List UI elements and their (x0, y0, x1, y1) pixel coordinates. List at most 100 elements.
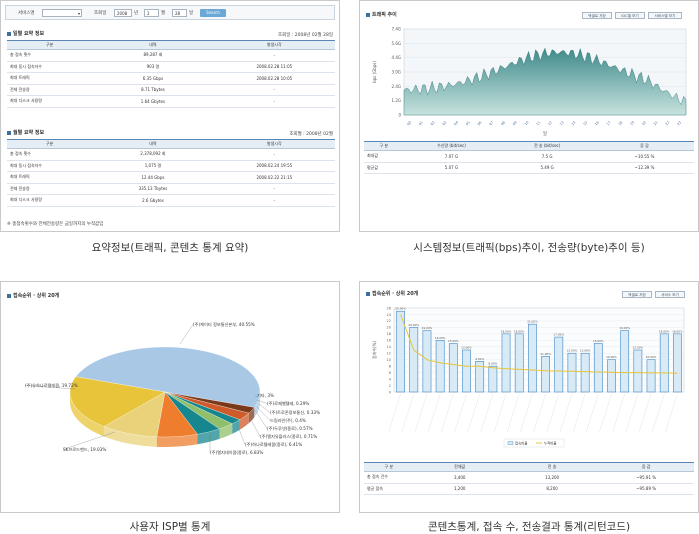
legend-label: 누적비율 (544, 441, 556, 446)
table-cell: 12.44 Gbps (92, 171, 214, 184)
year-select[interactable]: 2008 (114, 9, 132, 17)
bar (488, 365, 498, 393)
x-tick-label: 06 (477, 120, 483, 126)
bar (620, 330, 630, 393)
y-tick-label: 5.6G (392, 41, 401, 46)
leader-line (24, 385, 76, 390)
caption-system: 시스템정보(트래픽(bps)추이, 전송량(byte)추이 등) (413, 242, 645, 254)
table-cell: - (213, 194, 335, 207)
table-cell: 2.6 Gbytes (92, 194, 214, 207)
excel-save-button[interactable]: 엑셀로 저장 (622, 291, 652, 298)
bar-value-label: 10.00% (606, 355, 617, 359)
table-cell: 1.64 Gbytes (92, 95, 214, 108)
y-axis-label: 접속수(%) (371, 341, 377, 359)
table-cell: 평균값 (364, 162, 404, 174)
day-select[interactable]: 28 (172, 9, 187, 17)
x-tick-line (572, 393, 586, 433)
monthly-date-note: 조회월 : 2008년 02월 (289, 132, 333, 137)
leader-line (258, 403, 271, 413)
x-axis-label: 일 (543, 130, 547, 137)
x-tick-label: 05 (465, 120, 471, 126)
table-row: 최대 디스크 사용량 1.64 Gbytes - (7, 95, 335, 108)
table-cell: 최대 디스크 사용량 (7, 95, 93, 108)
leader-line (254, 395, 258, 398)
y-tick-label: 12 (387, 352, 391, 356)
bar-value-label: 21.00% (527, 320, 538, 324)
column-header: 내역 (92, 139, 214, 149)
column-header: 내역 (92, 40, 214, 50)
pie-slice-side (219, 423, 233, 439)
x-tick-label: 08 (500, 120, 506, 126)
bar (514, 333, 524, 393)
bar (673, 333, 682, 393)
y-axis-label: bps (Gbps) (372, 61, 377, 83)
y-tick-label: 0 (389, 390, 391, 394)
bar (567, 352, 577, 393)
bar-value-label: 20.00% (408, 323, 419, 327)
content-title-text: 접속순위 · 상위 20개 (372, 291, 419, 297)
bar-value-label: 9.50% (475, 357, 484, 361)
x-tick-label: 23 (676, 120, 682, 126)
service-select[interactable]: ▾ (42, 9, 82, 17)
bar (462, 349, 471, 393)
x-tick-line (427, 393, 441, 433)
table-row: 최대 디스크 사용량 2.6 Gbytes - (7, 194, 335, 207)
bar (501, 333, 511, 393)
x-tick-label: 00 (406, 120, 412, 126)
bar (554, 336, 564, 393)
x-tick-line (441, 393, 454, 433)
daily-date-note: 조회일 : 2008년 02월 28일 (278, 33, 333, 38)
x-tick-label: 11 (535, 120, 541, 126)
service-view-button[interactable]: 서비스별 보기 (648, 12, 682, 19)
table-cell: ~95.89 % (598, 483, 694, 495)
y-tick-label: 10 (387, 358, 391, 362)
year-unit: 년 (134, 11, 139, 16)
leader-line (256, 406, 271, 421)
table-cell: 총 접속 건수 (364, 471, 414, 484)
bar (448, 343, 458, 393)
cumulative-line (400, 314, 678, 374)
leader-line (179, 324, 194, 345)
monthly-title-text: 월별 요약 정보 (13, 130, 45, 136)
table-cell: ~12.39 % (594, 162, 694, 174)
x-tick-label: 02 (430, 120, 436, 126)
pie-slice-side (232, 419, 240, 434)
idc-view-button[interactable]: IDC별 보기 (615, 12, 645, 19)
pie-slice-side (239, 413, 249, 430)
y-tick-label: 18 (387, 332, 391, 336)
x-tick-line (480, 393, 494, 433)
column-header: 증 감 (598, 462, 694, 472)
bar-value-label: 15.00% (448, 339, 459, 343)
bar-value-label: 8.00% (488, 362, 497, 366)
bullet-icon (366, 12, 370, 17)
filter-bar: 서비스명 ▾ 조회일 2008 년 2 월 28 일 Search (5, 5, 335, 20)
service-view-button[interactable]: 서비스 보기 (655, 291, 685, 298)
y-tick-label: 26 (387, 306, 391, 310)
table-cell: - (213, 183, 335, 195)
month-unit: 월 (161, 11, 166, 16)
search-button[interactable]: Search (200, 9, 226, 17)
monthly-summary-title: 월별 요약 정보 (7, 129, 44, 136)
traffic-panel: 트래픽 추이 엑셀로 저장 IDC별 보기 서비스별 보기 7.4G 5.6G 4.… (359, 0, 699, 232)
table-row: 최대 동시 접속자수 1,075 명 2008.02.24 19:55 (7, 160, 335, 172)
y-tick-label: 2 (389, 384, 391, 388)
bar-value-label: 11.00% (540, 352, 551, 356)
x-tick-label: 15 (582, 120, 588, 126)
month-select[interactable]: 2 (144, 9, 159, 17)
monthly-summary-table: 구분 내역 발생시각 총 접속 횟수 2,378,092 회 - 최대 동시 접속자수 1,0… (7, 139, 335, 207)
isp-title-text: 접속순위 · 상위 20개 (13, 293, 60, 299)
table-cell: 2008.02.22 21:15 (213, 171, 335, 184)
service-label: 서비스명 (18, 11, 35, 16)
table-cell: 13,200 (505, 471, 599, 484)
bar-value-label: 13.00% (461, 346, 472, 350)
excel-save-button[interactable]: 엑셀로 저장 (582, 12, 612, 19)
bar-value-label: 10.00% (646, 355, 657, 359)
x-tick-line (612, 393, 625, 433)
leader-line (256, 399, 268, 404)
table-cell: 1,200 (413, 483, 506, 495)
traffic-chart: 7.4G 5.6G 4.4G 3.0G 2.4G 1.2G 0 bps (Gbps) 일 00 01… (372, 27, 687, 137)
table-cell: 89,287 회 (92, 49, 214, 62)
y-tick-label: 24 (387, 313, 392, 317)
x-tick-line (401, 393, 414, 433)
